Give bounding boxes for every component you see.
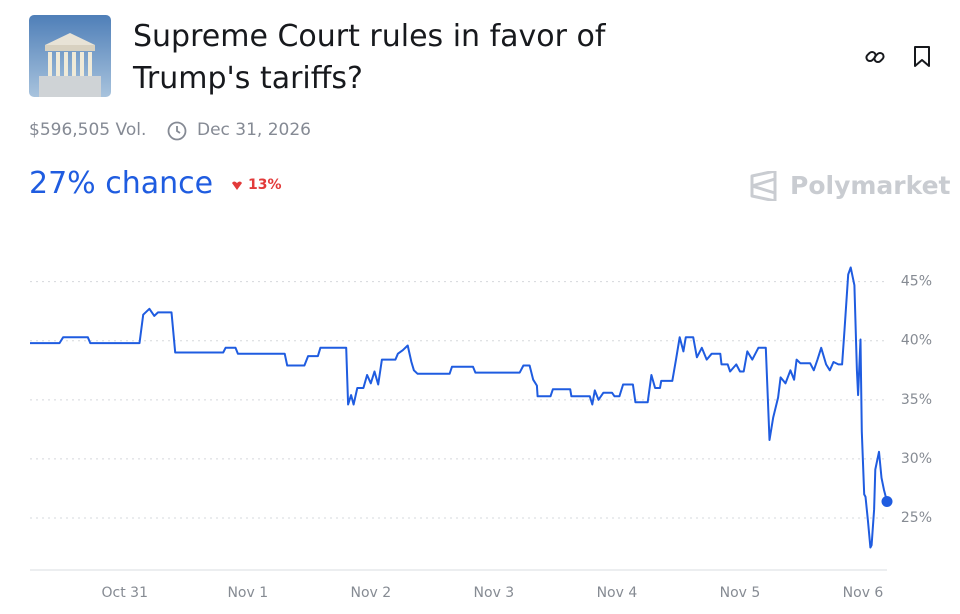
x-tick-label: Nov 3 — [474, 585, 515, 601]
change: 13% — [248, 177, 282, 193]
brand-logo — [750, 171, 777, 201]
y-tick-label: 25% — [901, 510, 932, 526]
bookmark-icon[interactable] — [912, 45, 932, 69]
volume: $596,505 Vol. — [29, 120, 147, 140]
x-tick-label: Nov 4 — [597, 585, 638, 601]
y-tick-label: 30% — [901, 451, 932, 467]
market-image — [29, 15, 111, 97]
x-tick-label: Nov 1 — [227, 585, 268, 601]
y-tick-label: 35% — [901, 392, 932, 408]
price-line — [30, 266, 888, 549]
y-tick-label: 45% — [901, 274, 932, 290]
link-icon[interactable] — [864, 46, 886, 68]
y-tick-label: 40% — [901, 333, 932, 349]
chance: 27% chance — [29, 166, 214, 201]
brand: Polymarket — [790, 171, 951, 200]
x-tick-label: Oct 31 — [102, 585, 148, 601]
clock-icon — [167, 121, 187, 141]
x-tick-label: Nov 6 — [843, 585, 884, 601]
end-date: Dec 31, 2026 — [197, 120, 312, 140]
down-icon — [232, 181, 242, 190]
last-point — [881, 495, 893, 507]
market-title: Supreme Court rules in favor of Trump's … — [133, 19, 606, 96]
x-tick-label: Nov 5 — [720, 585, 761, 601]
x-tick-label: Nov 2 — [350, 585, 391, 601]
